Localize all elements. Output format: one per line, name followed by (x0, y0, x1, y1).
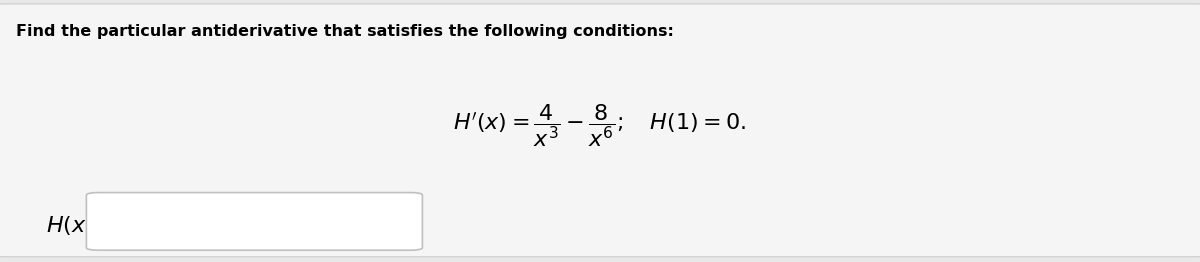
Text: $H'(x) = \dfrac{4}{x^3} - \dfrac{8}{x^6};\quad H(1) = 0.$: $H'(x) = \dfrac{4}{x^3} - \dfrac{8}{x^6}… (454, 102, 746, 149)
Text: $H(x) =$: $H(x) =$ (46, 214, 115, 237)
FancyBboxPatch shape (86, 193, 422, 250)
FancyBboxPatch shape (0, 4, 1200, 257)
Text: Find the particular antiderivative that satisfies the following conditions:: Find the particular antiderivative that … (16, 24, 673, 39)
